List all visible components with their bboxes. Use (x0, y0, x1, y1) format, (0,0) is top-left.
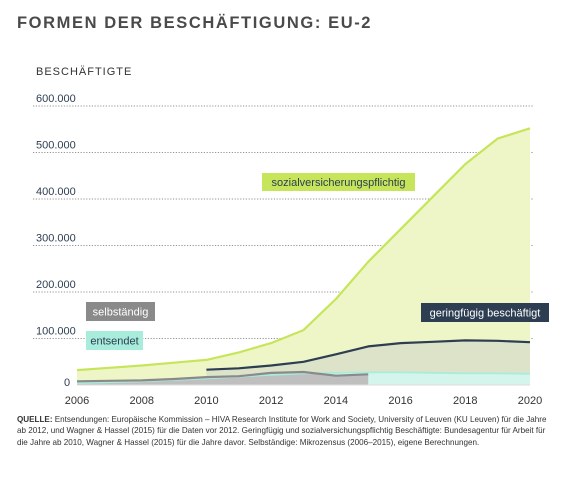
label-text: selbständig (93, 307, 149, 319)
series-line-geringfuegig (206, 339, 531, 371)
label-box (262, 173, 415, 191)
series-labels: sozialversicherungspflichtig geringfügig … (86, 173, 549, 350)
y-tick-label: 0 (64, 377, 70, 389)
y-tick-label: 600.000 (36, 93, 76, 105)
label-sozialversicherungspflichtig: sozialversicherungspflichtig (262, 173, 415, 191)
x-tick-label: 2018 (453, 395, 477, 407)
area-sozialversicherungspflichtig (77, 128, 530, 386)
x-tick-label: 2006 (65, 395, 89, 407)
label-entsendet: entsendet (86, 331, 143, 350)
source-note: QUELLE: Entsendungen: Europäische Kommis… (17, 414, 557, 448)
y-tick-labels: 0 100.000 200.000 300.000 400.000 500.000 600.… (36, 93, 76, 389)
y-tick-label: 400.000 (36, 186, 76, 198)
y-tick-label: 200.000 (36, 279, 76, 291)
source-text: Entsendungen: Europäische Kommission – H… (17, 415, 547, 447)
x-tick-label: 2016 (388, 395, 412, 407)
x-tick-label: 2014 (324, 395, 348, 407)
x-tick-label: 2012 (259, 395, 283, 407)
y-tick-label: 300.000 (36, 233, 76, 245)
y-tick-label: 100.000 (36, 326, 76, 338)
label-text: entsendet (90, 336, 138, 348)
label-text: sozialversicherungspflichtig (272, 177, 406, 189)
y-axis-label: BESCHÄFTIGTE (36, 66, 133, 78)
source-prefix: QUELLE: (17, 415, 53, 424)
series-lines (76, 127, 531, 384)
area-chart: 2006 2008 2010 2012 2014 2016 2018 2020 0 100.00… (33, 93, 549, 407)
label-text: geringfügig beschäftigt (430, 308, 541, 320)
x-tick-label: 2008 (129, 395, 153, 407)
label-box (86, 302, 155, 321)
label-box (86, 331, 143, 350)
x-tick-label: 2020 (518, 395, 542, 407)
label-box (421, 303, 549, 322)
label-geringfuegig: geringfügig beschäftigt (421, 303, 549, 322)
series-line-selbstaendig (76, 370, 369, 383)
label-selbstaendig: selbständig (86, 302, 155, 321)
series-line-sozialversicherungspflichtig (76, 127, 531, 372)
x-tick-labels: 2006 2008 2010 2012 2014 2016 2018 2020 (65, 395, 542, 407)
y-tick-label: 500.000 (36, 140, 76, 152)
x-tick-label: 2010 (194, 395, 218, 407)
chart-title: FORMEN DER BESCHÄFTIGUNG: EU-2 (17, 14, 373, 32)
